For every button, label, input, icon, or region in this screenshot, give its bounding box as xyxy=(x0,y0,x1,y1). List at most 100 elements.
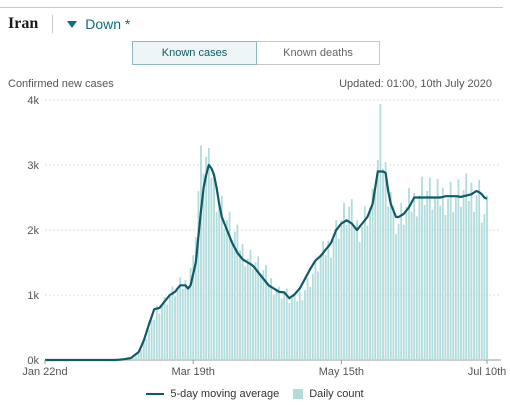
bar xyxy=(246,258,249,360)
bar xyxy=(127,359,130,360)
bar xyxy=(267,282,270,360)
bar xyxy=(374,191,377,360)
bar xyxy=(194,237,197,360)
tab-known-cases[interactable]: Known cases xyxy=(132,41,257,65)
bar xyxy=(174,296,176,360)
bar xyxy=(205,156,208,360)
bar xyxy=(140,349,143,360)
bar xyxy=(311,273,314,361)
bar xyxy=(426,191,429,360)
bar xyxy=(400,202,403,360)
bar xyxy=(189,268,192,360)
legend-bar-label: Daily count xyxy=(309,388,364,400)
bar xyxy=(434,196,436,360)
x-tick-label: Jan 22nd xyxy=(22,366,67,378)
bar xyxy=(447,198,449,360)
y-tick-label: 2k xyxy=(27,225,39,237)
bar xyxy=(231,239,234,360)
tab-known-deaths[interactable]: Known deaths xyxy=(257,41,380,65)
bar xyxy=(187,288,189,360)
bar xyxy=(431,209,434,360)
bar xyxy=(478,179,481,360)
bar xyxy=(161,305,163,360)
bar xyxy=(275,290,278,360)
bar xyxy=(213,175,215,360)
bar xyxy=(356,220,358,360)
bar xyxy=(428,177,431,360)
bar xyxy=(168,295,171,360)
bar xyxy=(220,195,223,360)
bar xyxy=(163,297,166,360)
bar xyxy=(369,207,371,360)
bar xyxy=(392,206,395,360)
bar xyxy=(257,256,260,360)
trend-label: Down * xyxy=(85,16,131,32)
bar xyxy=(192,255,195,360)
bar xyxy=(171,286,174,360)
bar xyxy=(345,224,348,360)
bar xyxy=(382,168,384,360)
bar xyxy=(233,231,236,360)
bar xyxy=(348,206,351,360)
bar xyxy=(452,212,455,360)
bar xyxy=(166,304,169,360)
bar xyxy=(218,204,221,360)
bar xyxy=(283,291,286,360)
bar xyxy=(285,288,288,360)
bar xyxy=(330,257,332,361)
bar xyxy=(259,275,262,360)
bar xyxy=(395,234,397,360)
bar xyxy=(319,256,322,360)
bar xyxy=(142,342,145,361)
bar xyxy=(210,177,213,360)
bar xyxy=(197,191,200,360)
bar xyxy=(265,264,267,360)
bar xyxy=(475,195,478,360)
bar xyxy=(129,359,132,360)
bar xyxy=(236,224,239,360)
y-tick-label: 1k xyxy=(27,290,39,302)
bar xyxy=(470,182,473,360)
bar xyxy=(340,220,343,360)
bar xyxy=(135,356,137,360)
bar xyxy=(270,278,273,360)
bar xyxy=(293,294,296,360)
bar xyxy=(408,188,410,360)
bar xyxy=(298,291,301,360)
bar xyxy=(181,288,184,360)
moving-average-line xyxy=(45,163,488,362)
legend: 5-day moving average Daily count xyxy=(0,388,510,400)
bar xyxy=(402,224,405,360)
bar xyxy=(343,202,345,360)
bar xyxy=(179,277,182,360)
x-tick-label: Mar 19th xyxy=(171,366,214,378)
bar xyxy=(202,173,205,360)
bar xyxy=(376,160,379,360)
bar xyxy=(480,222,483,360)
bar xyxy=(155,305,158,360)
bar xyxy=(397,223,400,360)
bar xyxy=(483,213,486,360)
bar xyxy=(249,249,252,360)
bar xyxy=(353,227,356,360)
bar xyxy=(254,262,257,360)
caret-down-icon xyxy=(67,20,78,28)
top-divider xyxy=(0,7,503,8)
bar xyxy=(322,241,325,360)
bar xyxy=(467,200,470,360)
bar xyxy=(304,290,306,360)
x-tick-label: Jul 10th xyxy=(468,366,507,378)
bar xyxy=(148,330,150,360)
bar xyxy=(314,259,317,360)
bar xyxy=(301,300,304,360)
bar xyxy=(158,313,161,360)
bar xyxy=(439,205,442,361)
bar xyxy=(423,204,426,360)
bar xyxy=(361,226,364,360)
bar xyxy=(153,319,156,360)
bar xyxy=(296,301,299,360)
bar xyxy=(413,192,416,360)
trend-dropdown[interactable]: Down * xyxy=(67,16,130,32)
bar xyxy=(226,220,228,360)
bar xyxy=(262,270,265,360)
